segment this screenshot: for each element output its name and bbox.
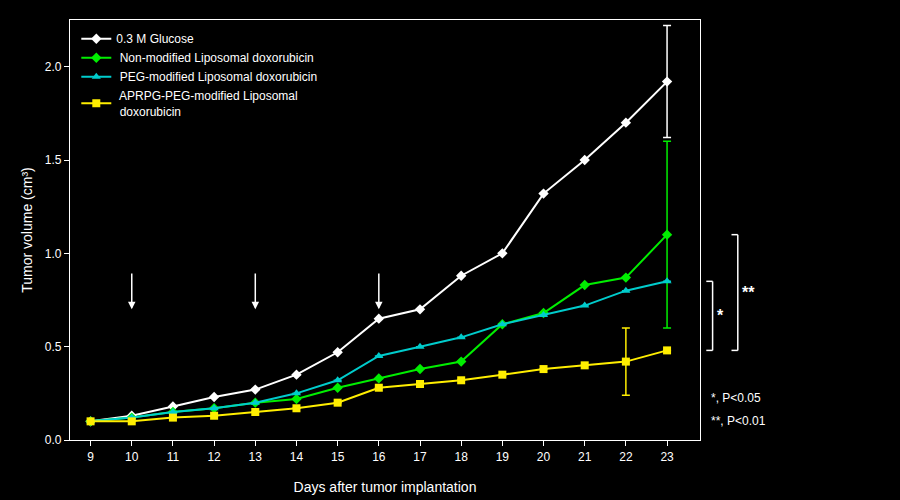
svg-text:12: 12 — [207, 450, 221, 464]
svg-text:13: 13 — [249, 450, 263, 464]
svg-text:22: 22 — [619, 450, 633, 464]
svg-text:20: 20 — [537, 450, 551, 464]
svg-text:Non-modified Liposomal doxorub: Non-modified Liposomal doxorubicin — [116, 51, 313, 65]
svg-text:0.5: 0.5 — [45, 340, 62, 354]
svg-text:16: 16 — [372, 450, 386, 464]
svg-text:9: 9 — [87, 450, 94, 464]
svg-text:19: 19 — [496, 450, 510, 464]
svg-text:14: 14 — [290, 450, 304, 464]
svg-text:1.0: 1.0 — [45, 247, 62, 261]
svg-text:18: 18 — [455, 450, 469, 464]
svg-text:APRPG-PEG-modified Liposomal d: APRPG-PEG-modified Liposomal doxorubicin — [116, 89, 297, 119]
svg-text:21: 21 — [578, 450, 592, 464]
svg-text:*, P<0.05: *, P<0.05 — [711, 391, 761, 405]
svg-text:10: 10 — [125, 450, 139, 464]
svg-text:0.0: 0.0 — [45, 433, 62, 447]
svg-text:15: 15 — [331, 450, 345, 464]
svg-text:0.3 M Glucose: 0.3 M Glucose — [116, 32, 194, 46]
svg-text:Tumor volume (cm³): Tumor volume (cm³) — [19, 167, 35, 293]
svg-text:11: 11 — [167, 450, 180, 464]
svg-text:PEG-modified Liposomal doxorub: PEG-modified Liposomal doxorubicin — [116, 70, 317, 84]
svg-text:2.0: 2.0 — [45, 60, 62, 74]
svg-text:**: ** — [742, 284, 755, 301]
svg-text:Days after tumor implantation: Days after tumor implantation — [294, 479, 477, 495]
svg-text:17: 17 — [413, 450, 427, 464]
svg-text:*: * — [717, 307, 724, 324]
svg-text:1.5: 1.5 — [45, 153, 62, 167]
svg-text:**, P<0.01: **, P<0.01 — [711, 414, 766, 428]
svg-text:23: 23 — [660, 450, 674, 464]
